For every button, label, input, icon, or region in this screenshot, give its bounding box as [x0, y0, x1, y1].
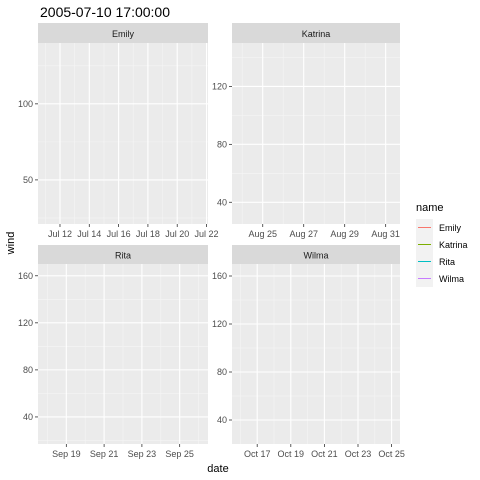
facet-strip-label: Emily — [112, 29, 134, 39]
legend-item-katrina: Katrina — [416, 236, 468, 253]
y-tick-label: 120 — [212, 319, 227, 329]
legend-title: name — [416, 202, 444, 214]
chart-title: 2005-07-10 17:00:00 — [40, 4, 170, 20]
y-tick-label: 40 — [217, 197, 227, 207]
legend: name Emily Katrina Rita Wilma — [416, 202, 468, 287]
panel-background — [232, 264, 400, 444]
facet-panel-rita: Rita Sep 19 Sep 21 Sep 23 Sep 25 40 80 120 160 — [18, 245, 208, 459]
panels: Emily Jul 12 Jul 14 Jul 16 Jul 18 Jul 20 Jul 2… — [18, 23, 405, 459]
facet-strip — [38, 245, 208, 264]
legend-item-wilma: Wilma — [416, 270, 464, 287]
x-tick-label: Jul 16 — [107, 229, 131, 239]
x-tick-label: Jul 12 — [48, 229, 72, 239]
facet-strip — [38, 23, 208, 43]
y-tick-label: 120 — [212, 82, 227, 92]
x-tick-label: Jul 22 — [195, 229, 219, 239]
y-tick-label: 80 — [217, 140, 227, 150]
facet-strip — [232, 245, 400, 264]
facet-panel-emily: Emily Jul 12 Jul 14 Jul 16 Jul 18 Jul 20 Jul 2… — [18, 23, 219, 239]
legend-label: Katrina — [439, 240, 468, 250]
legend-item-emily: Emily — [416, 219, 461, 236]
x-axis-label: date — [207, 463, 228, 475]
facet-strip — [232, 23, 400, 43]
y-axis-label: wind — [5, 232, 17, 256]
x-tick-label: Aug 27 — [289, 229, 318, 239]
x-tick-label: Aug 25 — [248, 229, 277, 239]
x-tick-label: Aug 31 — [371, 229, 400, 239]
x-tick-label: Oct 17 — [244, 449, 271, 459]
panel-background — [38, 43, 208, 224]
facet-panel-wilma: Wilma Oct 17 Oct 19 Oct 21 Oct 23 Oct 25 40 80 1… — [212, 245, 405, 459]
x-tick-label: Sep 19 — [52, 449, 81, 459]
legend-label: Rita — [439, 257, 455, 267]
y-tick-label: 100 — [18, 99, 33, 109]
x-tick-label: Sep 25 — [165, 449, 194, 459]
y-tick-label: 40 — [23, 412, 33, 422]
y-tick-label: 50 — [23, 175, 33, 185]
legend-label: Emily — [439, 223, 461, 233]
facet-strip-label: Wilma — [304, 251, 329, 261]
facet-strip-label: Rita — [115, 251, 131, 261]
y-tick-label: 80 — [23, 365, 33, 375]
legend-item-rita: Rita — [416, 253, 455, 270]
legend-label: Wilma — [439, 274, 464, 284]
x-tick-label: Oct 21 — [311, 449, 338, 459]
y-tick-label: 80 — [217, 367, 227, 377]
y-tick-label: 160 — [212, 271, 227, 281]
x-tick-label: Oct 25 — [378, 449, 405, 459]
x-tick-label: Aug 29 — [330, 229, 359, 239]
x-tick-label: Jul 20 — [165, 229, 189, 239]
y-tick-label: 120 — [18, 318, 33, 328]
facet-panel-katrina: Katrina Aug 25 Aug 27 Aug 29 Aug 31 40 80 120 — [212, 23, 400, 239]
x-tick-label: Sep 21 — [90, 449, 119, 459]
y-tick-label: 40 — [217, 415, 227, 425]
x-tick-label: Sep 23 — [128, 449, 157, 459]
panel-background — [232, 43, 400, 224]
y-tick-label: 160 — [18, 271, 33, 281]
x-tick-label: Oct 19 — [278, 449, 305, 459]
x-tick-label: Jul 14 — [77, 229, 101, 239]
x-tick-label: Jul 18 — [136, 229, 160, 239]
x-tick-label: Oct 23 — [345, 449, 372, 459]
facet-strip-label: Katrina — [302, 29, 331, 39]
